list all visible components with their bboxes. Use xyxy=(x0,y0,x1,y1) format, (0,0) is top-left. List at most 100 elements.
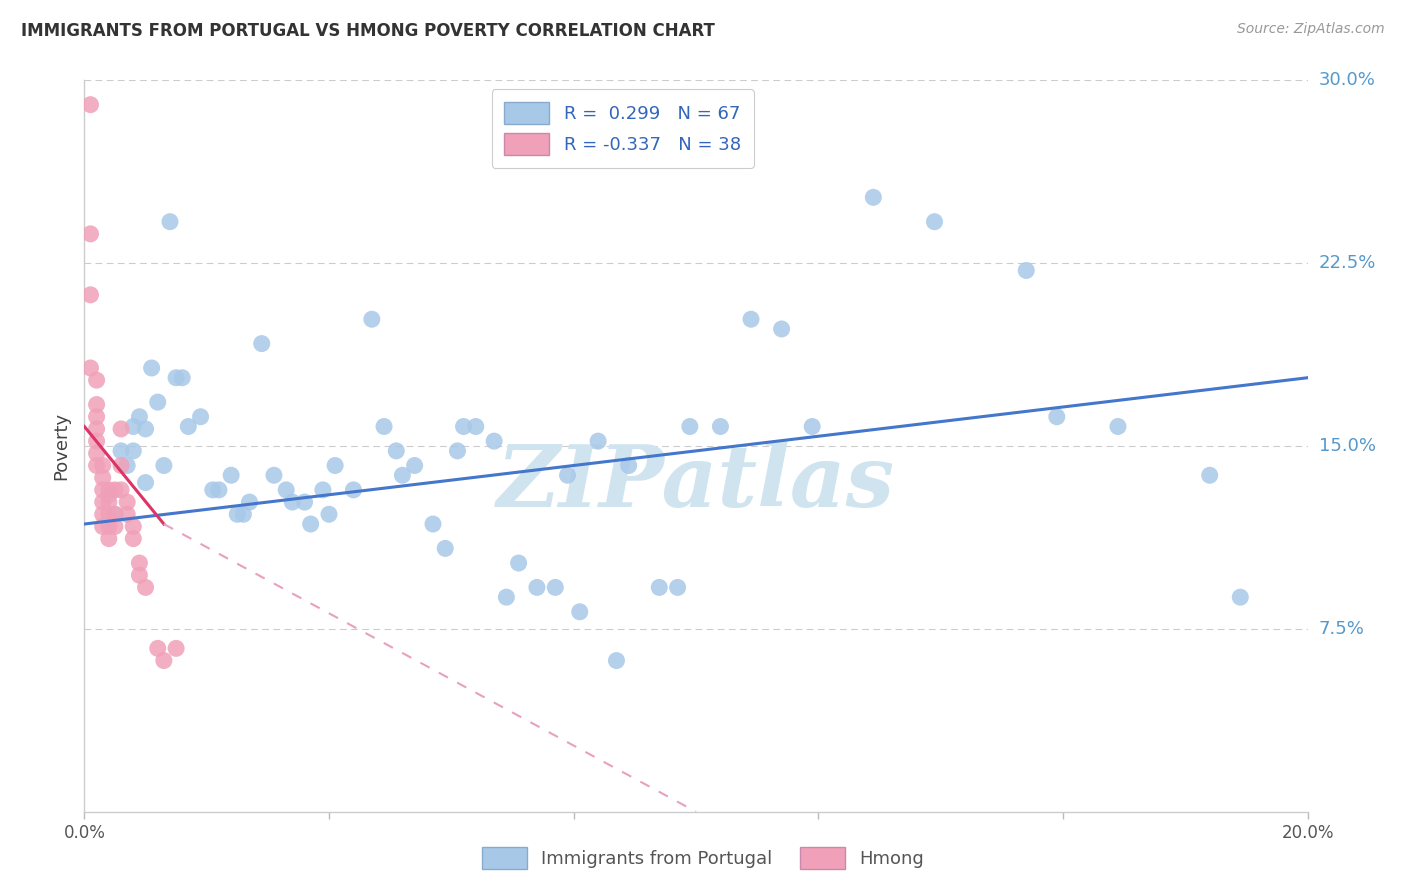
Point xyxy=(373,419,395,434)
Point xyxy=(232,508,254,522)
Text: 30.0%: 30.0% xyxy=(1319,71,1375,89)
Point xyxy=(115,458,138,473)
Point xyxy=(86,398,108,412)
Point xyxy=(422,516,444,531)
Point xyxy=(172,370,194,384)
Point xyxy=(135,475,157,490)
Point xyxy=(464,419,486,434)
Point xyxy=(86,373,108,387)
Point xyxy=(360,312,382,326)
Point xyxy=(679,419,702,434)
Point xyxy=(79,227,101,241)
Point xyxy=(226,508,249,522)
Point xyxy=(159,215,181,229)
Point xyxy=(79,361,101,376)
Point xyxy=(586,434,609,449)
Point xyxy=(250,336,273,351)
Point xyxy=(115,508,138,522)
Point xyxy=(617,458,640,473)
Point xyxy=(557,468,579,483)
Point xyxy=(666,581,689,595)
Point xyxy=(115,495,138,509)
Point xyxy=(97,483,120,497)
Point xyxy=(495,590,517,604)
Point xyxy=(446,443,468,458)
Point xyxy=(238,495,260,509)
Point xyxy=(110,483,132,497)
Point xyxy=(91,471,114,485)
Point xyxy=(165,370,187,384)
Text: ZIPatlas: ZIPatlas xyxy=(496,441,896,524)
Text: IMMIGRANTS FROM PORTUGAL VS HMONG POVERTY CORRELATION CHART: IMMIGRANTS FROM PORTUGAL VS HMONG POVERT… xyxy=(21,22,716,40)
Point xyxy=(544,581,567,595)
Point xyxy=(1046,409,1069,424)
Point xyxy=(79,288,101,302)
Point xyxy=(294,495,316,509)
Point xyxy=(86,446,108,460)
Point xyxy=(97,488,120,502)
Point xyxy=(299,516,322,531)
Point xyxy=(385,443,408,458)
Point xyxy=(91,483,114,497)
Point xyxy=(709,419,731,434)
Point xyxy=(740,312,762,326)
Point xyxy=(391,468,413,483)
Point xyxy=(97,519,120,533)
Point xyxy=(110,458,132,473)
Point xyxy=(323,458,346,473)
Point xyxy=(801,419,824,434)
Legend: R =  0.299   N = 67, R = -0.337   N = 38: R = 0.299 N = 67, R = -0.337 N = 38 xyxy=(492,89,754,168)
Text: 22.5%: 22.5% xyxy=(1319,254,1376,272)
Point xyxy=(177,419,200,434)
Point xyxy=(146,641,169,656)
Point xyxy=(1229,590,1251,604)
Point xyxy=(86,409,108,424)
Point xyxy=(648,581,671,595)
Point xyxy=(453,419,475,434)
Point xyxy=(862,190,884,204)
Point xyxy=(404,458,426,473)
Point xyxy=(97,495,120,509)
Point xyxy=(122,443,145,458)
Point xyxy=(91,458,114,473)
Text: 15.0%: 15.0% xyxy=(1319,437,1375,455)
Point xyxy=(104,519,127,533)
Point xyxy=(104,508,127,522)
Point xyxy=(1198,468,1220,483)
Point xyxy=(208,483,231,497)
Point xyxy=(568,605,591,619)
Point xyxy=(508,556,530,570)
Point xyxy=(128,568,150,582)
Point xyxy=(924,215,946,229)
Point xyxy=(342,483,364,497)
Point xyxy=(141,361,163,376)
Point xyxy=(97,532,120,546)
Point xyxy=(122,519,145,533)
Point xyxy=(201,483,224,497)
Point xyxy=(219,468,242,483)
Point xyxy=(165,641,187,656)
Point xyxy=(153,458,176,473)
Point xyxy=(281,495,304,509)
Point xyxy=(1015,263,1038,277)
Point xyxy=(122,532,145,546)
Point xyxy=(110,422,132,436)
Point xyxy=(86,434,108,449)
Point xyxy=(434,541,457,556)
Point xyxy=(91,495,114,509)
Point xyxy=(79,97,101,112)
Point xyxy=(135,581,157,595)
Point xyxy=(153,654,176,668)
Point xyxy=(97,508,120,522)
Point xyxy=(526,581,548,595)
Point xyxy=(86,422,108,436)
Point xyxy=(263,468,285,483)
Point xyxy=(770,322,793,336)
Point xyxy=(128,409,150,424)
Point xyxy=(135,422,157,436)
Point xyxy=(190,409,212,424)
Point xyxy=(91,519,114,533)
Point xyxy=(276,483,298,497)
Point xyxy=(318,508,340,522)
Point xyxy=(605,654,627,668)
